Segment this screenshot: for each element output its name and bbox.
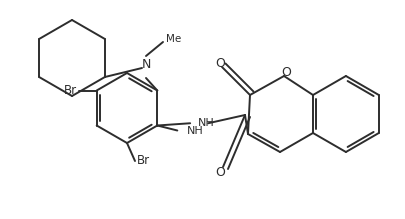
- Text: NH: NH: [187, 125, 204, 136]
- Text: NH: NH: [198, 118, 214, 128]
- Text: Me: Me: [166, 34, 181, 44]
- Text: Br: Br: [64, 84, 77, 97]
- Text: O: O: [215, 57, 224, 70]
- Text: O: O: [280, 66, 290, 79]
- Text: N: N: [141, 58, 150, 71]
- Text: Br: Br: [136, 154, 150, 167]
- Text: O: O: [215, 166, 224, 179]
